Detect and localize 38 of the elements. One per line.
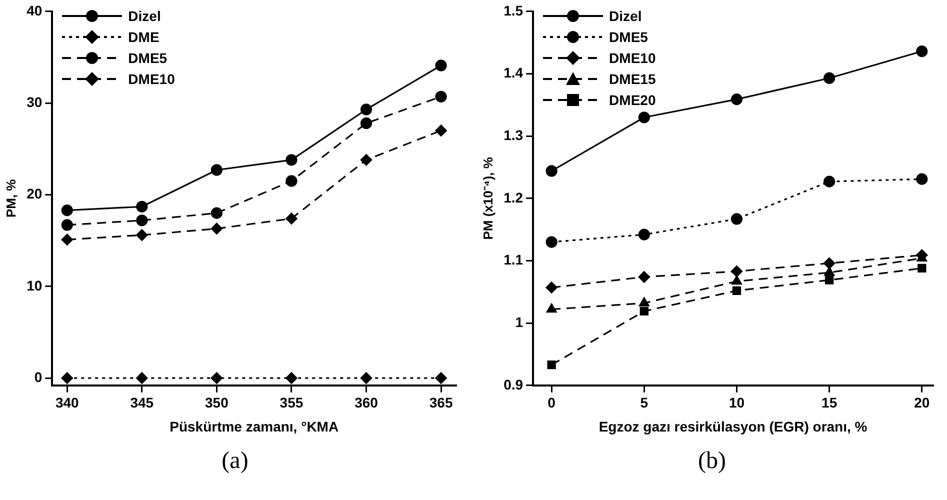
text: (a) — [220, 448, 250, 475]
y-tick-label: 20 — [26, 186, 42, 202]
legend-label: DME20 — [609, 92, 656, 108]
legend-label: DME15 — [609, 70, 656, 87]
legend-label: Dizel — [128, 8, 161, 24]
y-tick-label: 0.9 — [504, 376, 524, 392]
x-tick-label: 15 — [822, 394, 838, 411]
y-tick-label: 40 — [26, 2, 42, 18]
legend-label: DME — [128, 28, 160, 45]
text: (b) — [697, 448, 727, 475]
x-tick-label: 360 — [354, 394, 378, 411]
x-tick-label: 0 — [548, 394, 556, 411]
y-tick-label: 0 — [34, 368, 42, 385]
y-axis-title: PM, % — [3, 178, 18, 218]
y-tick-label: 10 — [26, 277, 42, 294]
legend-label: DME5 — [609, 28, 648, 45]
x-tick-label: 10 — [728, 394, 745, 411]
x-axis-title: Egzoz gazı resirkülasyon (EGR) oranı, % — [598, 418, 868, 434]
y-tick-label: 1.5 — [504, 2, 524, 18]
x-tick-label: 5 — [640, 394, 648, 411]
legend-label: DME10 — [609, 50, 656, 66]
y-tick-label: 1 — [515, 314, 524, 330]
x-tick-label: 355 — [280, 394, 304, 411]
legend-label: DME10 — [128, 70, 175, 87]
y-tick-label: 1.2 — [504, 189, 524, 206]
x-axis-title: Püskürtme zamanı, °KMA — [170, 418, 339, 434]
y-tick-label: 1.3 — [504, 126, 524, 143]
x-tick-label: 350 — [205, 394, 229, 411]
x-tick-label: 340 — [55, 394, 80, 411]
x-tick-label: 365 — [429, 394, 453, 411]
y-tick-label: 1.1 — [504, 252, 524, 268]
legend-label: DME5 — [128, 50, 168, 66]
x-tick-label: 20 — [914, 394, 930, 411]
y-axis-title: PM (x10⁻⁴), % — [480, 156, 496, 240]
y-tick-label: 1.4 — [504, 64, 524, 81]
legend-label: Dizel — [609, 8, 642, 24]
x-tick-label: 345 — [130, 394, 154, 411]
y-tick-label: 30 — [26, 94, 42, 110]
